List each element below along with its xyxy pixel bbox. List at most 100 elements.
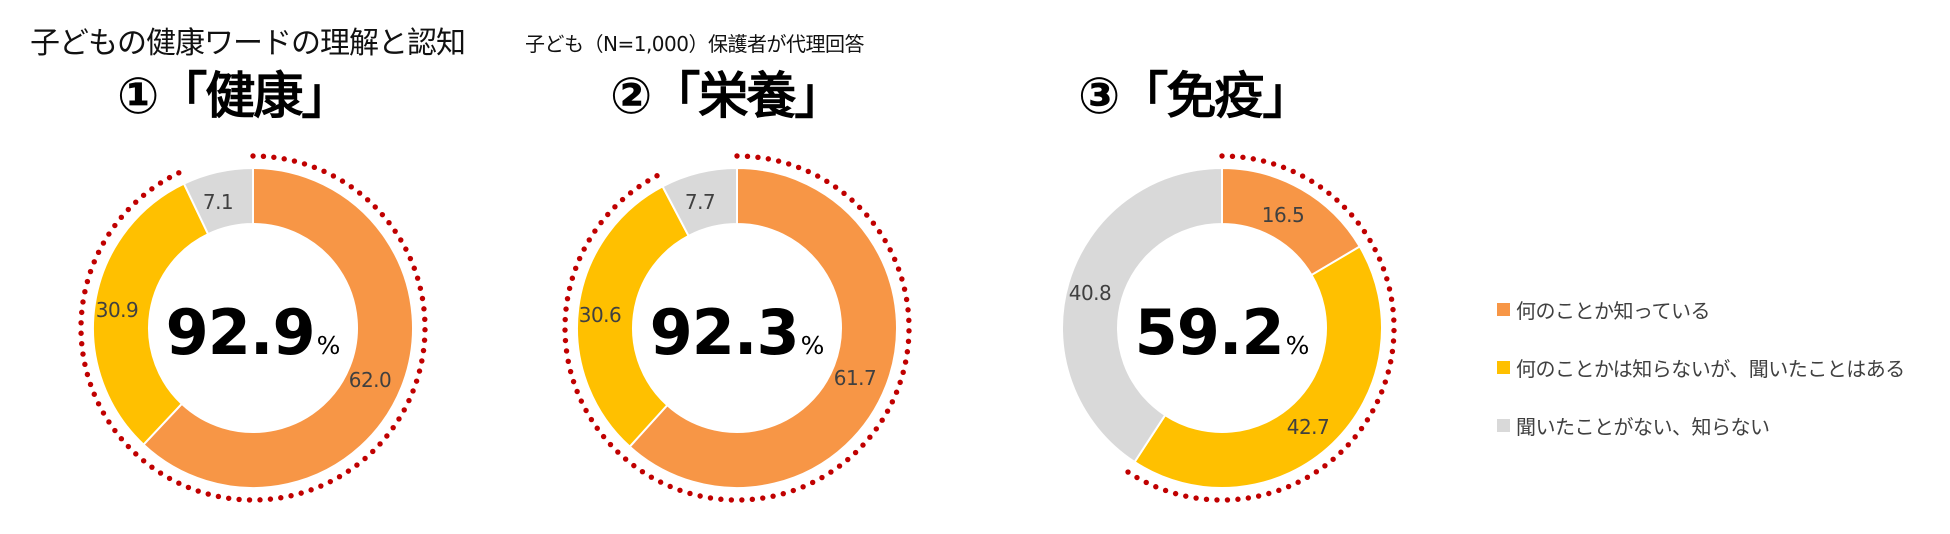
center-value: 59.2% [1042, 296, 1402, 369]
highlight-dot [1374, 398, 1381, 405]
highlight-dot [707, 495, 714, 501]
highlight-dot [1280, 164, 1287, 171]
highlight-dot [1376, 256, 1383, 262]
highlight-dot [612, 204, 618, 210]
highlight-dot [1367, 237, 1373, 244]
panel-heading-immunity: ③「免疫」 [1078, 67, 1312, 125]
center-number: 92.3 [649, 296, 800, 369]
highlight-dot [563, 348, 570, 354]
donut-nutrition: 92.3% 61.7 30.6 7.7 [557, 148, 917, 508]
highlight-dot [1389, 348, 1396, 355]
highlight-dot [903, 296, 910, 303]
segment-label-heard: 30.6 [578, 303, 622, 327]
highlight-dot [118, 214, 125, 221]
donut-segment [92, 182, 210, 447]
highlight-dot [627, 190, 634, 196]
highlight-dot [895, 266, 902, 272]
highlight-dot [118, 436, 125, 442]
highlight-dot [420, 347, 427, 354]
segment-label-unknown: 7.7 [684, 190, 716, 214]
highlight-dot [246, 497, 253, 503]
highlight-dot [386, 220, 392, 226]
chart-subtitle: 子ども（N=1,000）保護者が代理回答 [525, 32, 864, 56]
donut-chart-svg [562, 153, 912, 503]
highlight-dot [1153, 484, 1159, 490]
highlight-dot [1203, 496, 1210, 503]
highlight-dot [588, 416, 595, 423]
highlight-dot [879, 417, 885, 423]
highlight-dot [106, 231, 112, 237]
highlight-dot [572, 265, 579, 272]
highlight-dot [581, 246, 587, 252]
highlight-dot [236, 496, 242, 503]
highlight-dot [348, 184, 354, 190]
highlight-dot [1386, 286, 1393, 292]
highlight-dot [112, 222, 118, 229]
highlight-dot [80, 351, 86, 357]
highlight-dot [849, 197, 855, 203]
highlight-dot [1250, 156, 1256, 162]
highlight-dot [809, 479, 816, 486]
highlight-dot [906, 317, 912, 324]
highlight-dot [185, 484, 192, 491]
highlight-dot [354, 462, 360, 468]
highlight-dot [82, 288, 88, 295]
highlight-dot [654, 173, 660, 179]
highlight-dot [578, 398, 585, 404]
highlight-dot [1304, 474, 1311, 481]
highlight-dot [845, 456, 851, 463]
segment-label-unknown: 40.8 [1068, 281, 1112, 305]
highlight-dot [1382, 379, 1388, 385]
highlight-dot [1372, 246, 1378, 253]
highlight-dot [563, 306, 569, 312]
highlight-dot [1355, 220, 1361, 226]
highlight-dot [832, 184, 839, 190]
highlight-dot [598, 219, 604, 226]
donut-chart-svg [78, 153, 428, 503]
highlight-dot [906, 328, 912, 334]
highlight-dot [576, 255, 583, 262]
highlight-dot [411, 265, 417, 271]
highlight-dot [321, 168, 327, 175]
segment-label-unknown: 7.1 [202, 190, 234, 214]
highlight-dot [396, 416, 402, 422]
legend-item-heard: 何のことかは知らないが、聞いたことはある [1497, 338, 1905, 396]
highlight-dot [749, 496, 756, 503]
legend-item-know: 何のことか知っている [1497, 280, 1905, 338]
highlight-dot [419, 295, 426, 302]
highlight-dot [739, 497, 745, 503]
highlight-dot [419, 358, 425, 364]
highlight-dot [1125, 469, 1131, 475]
highlight-dot [95, 401, 102, 407]
highlight-dot [775, 158, 782, 164]
highlight-dot [330, 173, 337, 179]
highlight-dot [403, 246, 409, 252]
highlight-dot [1390, 338, 1397, 344]
highlight-dot [828, 469, 834, 475]
highlight-dot [636, 183, 642, 190]
highlight-dot [873, 426, 879, 432]
highlight-dot [82, 361, 88, 368]
highlight-dot [413, 378, 420, 384]
highlight-dot [1235, 496, 1241, 502]
highlight-dot [760, 495, 766, 501]
highlight-dot [250, 153, 256, 159]
highlight-dot [819, 474, 825, 481]
highlight-dot [414, 275, 421, 281]
highlight-dot [1391, 317, 1397, 323]
highlight-dot [815, 173, 821, 179]
highlight-dot [225, 495, 232, 501]
highlight-dot [795, 164, 802, 171]
segment-label-know: 16.5 [1261, 203, 1305, 227]
highlight-dot [1162, 487, 1169, 494]
highlight-dot [1361, 228, 1368, 235]
highlight-dot [140, 458, 147, 464]
highlight-dot [1387, 359, 1394, 365]
highlight-dot [1378, 389, 1385, 395]
highlight-dot [900, 369, 906, 376]
highlight-dot [790, 487, 796, 494]
highlight-dot [1290, 168, 1296, 175]
highlight-dot [407, 255, 414, 262]
highlight-dot [384, 433, 390, 439]
highlight-dot [372, 204, 378, 210]
